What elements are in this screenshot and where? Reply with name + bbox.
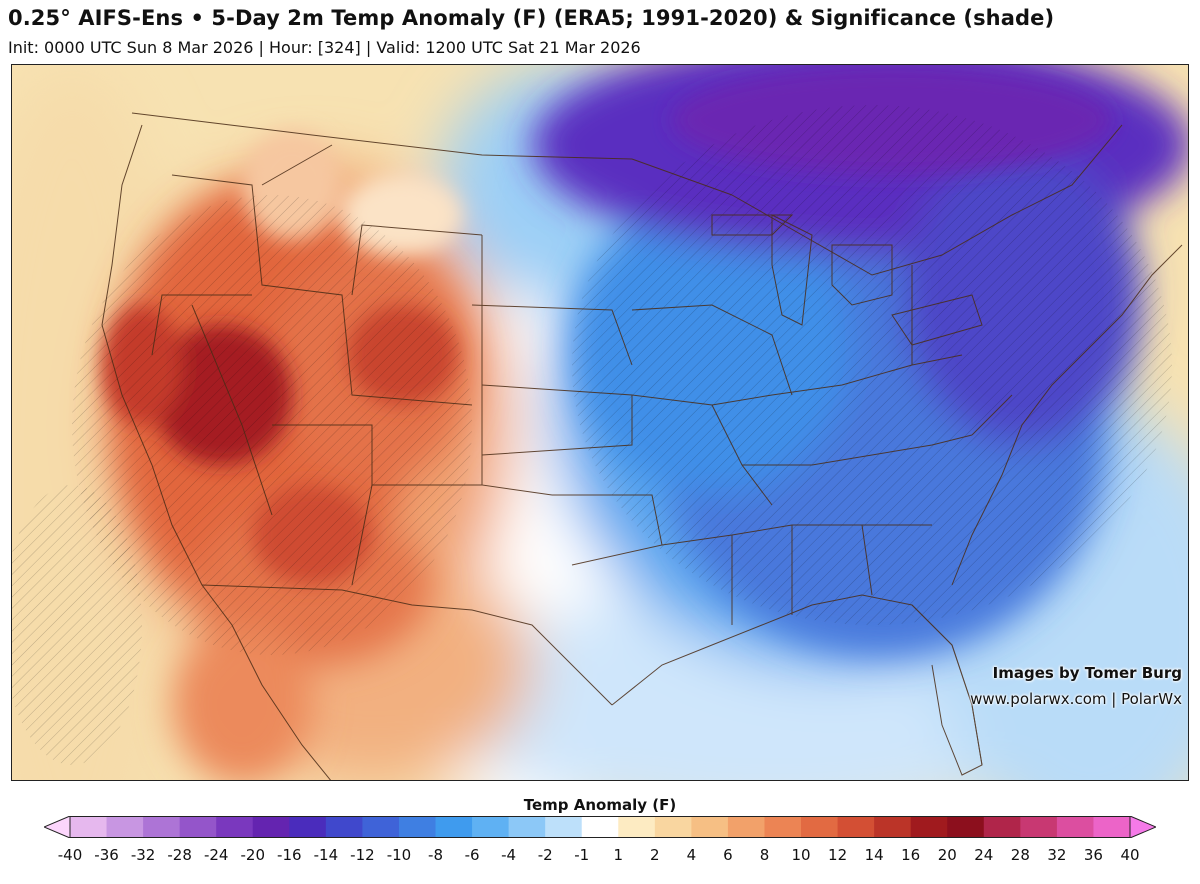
legend-tick-label: -24 [203,846,229,864]
init-valid-info: Init: 0000 UTC Sun 8 Mar 2026 | Hour: [3… [8,38,641,57]
legend-tick-label: 1 [613,846,624,864]
legend-swatch [837,816,875,838]
legend-tick-label: 14 [864,846,884,864]
legend-tick-label: -10 [386,846,412,864]
legend-tick-label: -12 [350,846,375,864]
legend-swatch [252,816,290,838]
legend-tick-label: -6 [464,846,480,864]
legend-swatch [508,816,546,838]
legend-swatch [874,816,912,838]
legend-tick-label: 40 [1120,846,1140,864]
legend-tick-label: -1 [574,846,590,864]
legend-title: Temp Anomaly (F) [523,796,677,814]
legend-swatch [435,816,473,838]
legend-swatch [947,816,985,838]
legend-tick-label: -32 [130,846,156,864]
legend-tick-label: -40 [57,846,83,864]
legend-tick-label: -28 [167,846,192,864]
legend-swatch [70,816,108,838]
legend-swatch [216,816,254,838]
legend-tick-label: 8 [759,846,770,864]
legend-swatch [1129,816,1156,838]
legend-tick-label: 20 [937,846,957,864]
legend-swatch [983,816,1021,838]
legend-swatch [545,816,583,838]
legend-swatch [143,816,181,838]
legend-tick-label: -8 [428,846,443,864]
legend-tick-label: -20 [240,846,266,864]
legend-tick-label: 6 [723,846,733,864]
legend-tick-label: 32 [1047,846,1067,864]
legend-swatch [289,816,327,838]
credit-website: www.polarwx.com | PolarWx [970,690,1182,708]
legend-swatch [106,816,144,838]
legend-swatch [1056,816,1095,838]
legend-swatch [44,816,71,838]
legend-tick-label: -2 [537,846,553,864]
legend-swatch [179,816,217,838]
legend-colorbar [44,816,1156,838]
legend-tick-label: -14 [313,846,339,864]
page-title: 0.25° AIFS-Ens • 5-Day 2m Temp Anomaly (… [8,6,1055,30]
legend-swatch [727,816,766,838]
legend-tick-label: -16 [277,846,302,864]
legend-swatch [1020,816,1058,838]
legend-tick-label: 16 [901,846,921,864]
legend-tick-label: 12 [828,846,848,864]
legend-tick-label: 10 [791,846,811,864]
legend-ticks: -40 -36 -32 -28 -24 -20 -16 -14 -12 -10 -8 -6 -4 -2 -1… [0,846,1200,876]
legend-tick-label: 2 [650,846,660,864]
legend-swatch [764,816,802,838]
legend-tick-label: 4 [686,846,697,864]
legend-swatch [654,816,692,838]
legend-swatch [910,816,948,838]
legend-swatch [618,816,656,838]
state-borders [101,112,1183,780]
legend-swatch [1093,816,1131,838]
anomaly-map [11,64,1189,781]
credit-author: Images by Tomer Burg [992,664,1182,682]
legend-tick-label: 28 [1010,846,1030,864]
legend-tick-label: -36 [94,846,119,864]
legend-swatch [398,816,437,838]
legend-swatch [801,816,839,838]
legend-swatch [362,816,400,838]
legend-swatch [325,816,364,838]
legend-swatch [691,816,729,838]
legend-tick-label: -4 [501,846,517,864]
legend-swatch [581,816,619,838]
legend-tick-label: 24 [974,846,994,864]
legend-tick-label: 36 [1083,846,1103,864]
legend-border [69,816,1131,838]
legend-swatch [472,816,510,838]
